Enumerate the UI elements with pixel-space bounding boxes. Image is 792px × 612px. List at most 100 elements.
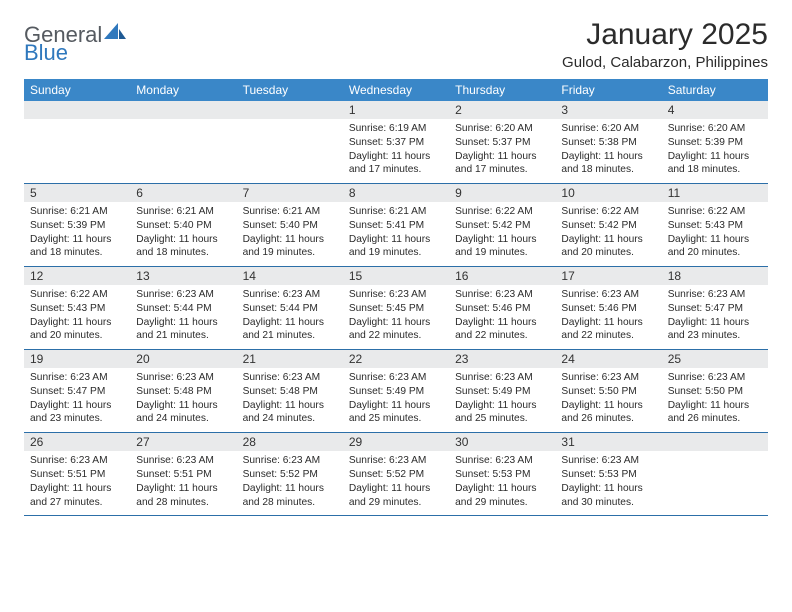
sunrise-text: Sunrise: 6:21 AM	[136, 205, 230, 219]
daylight-text: Daylight: 11 hours and 24 minutes.	[243, 399, 337, 427]
sunset-text: Sunset: 5:46 PM	[561, 302, 655, 316]
calendar-day-cell	[662, 433, 768, 516]
day-header: Thursday	[449, 79, 555, 101]
day-details: Sunrise: 6:22 AMSunset: 5:42 PMDaylight:…	[555, 202, 661, 266]
sunset-text: Sunset: 5:49 PM	[455, 385, 549, 399]
sunset-text: Sunset: 5:45 PM	[349, 302, 443, 316]
sunset-text: Sunset: 5:41 PM	[349, 219, 443, 233]
brand-blue-wrap: Blue	[24, 40, 68, 66]
day-details: Sunrise: 6:20 AMSunset: 5:37 PMDaylight:…	[449, 119, 555, 183]
sunset-text: Sunset: 5:44 PM	[243, 302, 337, 316]
day-number	[24, 101, 130, 119]
daylight-text: Daylight: 11 hours and 18 minutes.	[561, 150, 655, 178]
day-number: 30	[449, 433, 555, 451]
daylight-text: Daylight: 11 hours and 18 minutes.	[668, 150, 762, 178]
daylight-text: Daylight: 11 hours and 21 minutes.	[136, 316, 230, 344]
sunrise-text: Sunrise: 6:23 AM	[136, 288, 230, 302]
daylight-text: Daylight: 11 hours and 23 minutes.	[30, 399, 124, 427]
sunrise-text: Sunrise: 6:20 AM	[668, 122, 762, 136]
calendar-day-cell: 23Sunrise: 6:23 AMSunset: 5:49 PMDayligh…	[449, 350, 555, 433]
sunset-text: Sunset: 5:48 PM	[243, 385, 337, 399]
calendar-day-cell: 4Sunrise: 6:20 AMSunset: 5:39 PMDaylight…	[662, 101, 768, 184]
title-block: January 2025 Gulod, Calabarzon, Philippi…	[562, 18, 768, 71]
sunrise-text: Sunrise: 6:22 AM	[30, 288, 124, 302]
daylight-text: Daylight: 11 hours and 30 minutes.	[561, 482, 655, 510]
sunrise-text: Sunrise: 6:21 AM	[243, 205, 337, 219]
sunrise-text: Sunrise: 6:20 AM	[561, 122, 655, 136]
day-number	[130, 101, 236, 119]
sunset-text: Sunset: 5:52 PM	[243, 468, 337, 482]
sunrise-text: Sunrise: 6:19 AM	[349, 122, 443, 136]
sunset-text: Sunset: 5:50 PM	[561, 385, 655, 399]
daylight-text: Daylight: 11 hours and 27 minutes.	[30, 482, 124, 510]
calendar-day-cell: 25Sunrise: 6:23 AMSunset: 5:50 PMDayligh…	[662, 350, 768, 433]
calendar-day-cell: 19Sunrise: 6:23 AMSunset: 5:47 PMDayligh…	[24, 350, 130, 433]
day-details: Sunrise: 6:23 AMSunset: 5:47 PMDaylight:…	[24, 368, 130, 432]
day-details: Sunrise: 6:21 AMSunset: 5:39 PMDaylight:…	[24, 202, 130, 266]
calendar-day-cell: 26Sunrise: 6:23 AMSunset: 5:51 PMDayligh…	[24, 433, 130, 516]
sunrise-text: Sunrise: 6:20 AM	[455, 122, 549, 136]
day-details	[237, 119, 343, 177]
day-details: Sunrise: 6:22 AMSunset: 5:43 PMDaylight:…	[24, 285, 130, 349]
day-details: Sunrise: 6:23 AMSunset: 5:50 PMDaylight:…	[662, 368, 768, 432]
sunrise-text: Sunrise: 6:23 AM	[349, 371, 443, 385]
day-number: 25	[662, 350, 768, 368]
day-number: 18	[662, 267, 768, 285]
calendar-day-cell: 1Sunrise: 6:19 AMSunset: 5:37 PMDaylight…	[343, 101, 449, 184]
daylight-text: Daylight: 11 hours and 18 minutes.	[136, 233, 230, 261]
sunrise-text: Sunrise: 6:23 AM	[668, 288, 762, 302]
day-number: 31	[555, 433, 661, 451]
sunrise-text: Sunrise: 6:23 AM	[455, 288, 549, 302]
day-header: Sunday	[24, 79, 130, 101]
daylight-text: Daylight: 11 hours and 19 minutes.	[349, 233, 443, 261]
daylight-text: Daylight: 11 hours and 25 minutes.	[455, 399, 549, 427]
sunrise-text: Sunrise: 6:23 AM	[136, 371, 230, 385]
daylight-text: Daylight: 11 hours and 19 minutes.	[455, 233, 549, 261]
sunrise-text: Sunrise: 6:23 AM	[30, 371, 124, 385]
daylight-text: Daylight: 11 hours and 20 minutes.	[668, 233, 762, 261]
daylight-text: Daylight: 11 hours and 25 minutes.	[349, 399, 443, 427]
sunset-text: Sunset: 5:48 PM	[136, 385, 230, 399]
daylight-text: Daylight: 11 hours and 28 minutes.	[136, 482, 230, 510]
month-title: January 2025	[562, 18, 768, 52]
calendar-day-cell	[24, 101, 130, 184]
calendar-day-cell: 2Sunrise: 6:20 AMSunset: 5:37 PMDaylight…	[449, 101, 555, 184]
day-number: 10	[555, 184, 661, 202]
location-text: Gulod, Calabarzon, Philippines	[562, 54, 768, 71]
day-details: Sunrise: 6:23 AMSunset: 5:44 PMDaylight:…	[130, 285, 236, 349]
sunrise-text: Sunrise: 6:23 AM	[349, 454, 443, 468]
sunrise-text: Sunrise: 6:22 AM	[668, 205, 762, 219]
daylight-text: Daylight: 11 hours and 20 minutes.	[561, 233, 655, 261]
sunrise-text: Sunrise: 6:23 AM	[136, 454, 230, 468]
sunrise-text: Sunrise: 6:23 AM	[561, 454, 655, 468]
sunrise-text: Sunrise: 6:23 AM	[455, 454, 549, 468]
calendar-day-cell: 22Sunrise: 6:23 AMSunset: 5:49 PMDayligh…	[343, 350, 449, 433]
day-number: 19	[24, 350, 130, 368]
day-details: Sunrise: 6:19 AMSunset: 5:37 PMDaylight:…	[343, 119, 449, 183]
calendar-week-row: 12Sunrise: 6:22 AMSunset: 5:43 PMDayligh…	[24, 267, 768, 350]
calendar-day-cell: 6Sunrise: 6:21 AMSunset: 5:40 PMDaylight…	[130, 184, 236, 267]
calendar-day-cell: 18Sunrise: 6:23 AMSunset: 5:47 PMDayligh…	[662, 267, 768, 350]
sunset-text: Sunset: 5:43 PM	[30, 302, 124, 316]
calendar-day-cell	[130, 101, 236, 184]
day-details	[24, 119, 130, 177]
calendar-page: General January 2025 Gulod, Calabarzon, …	[0, 0, 792, 526]
day-number: 2	[449, 101, 555, 119]
page-header: General January 2025 Gulod, Calabarzon, …	[24, 18, 768, 71]
day-number: 8	[343, 184, 449, 202]
calendar-day-cell: 8Sunrise: 6:21 AMSunset: 5:41 PMDaylight…	[343, 184, 449, 267]
daylight-text: Daylight: 11 hours and 26 minutes.	[668, 399, 762, 427]
sunrise-text: Sunrise: 6:23 AM	[349, 288, 443, 302]
sunset-text: Sunset: 5:51 PM	[136, 468, 230, 482]
day-details: Sunrise: 6:23 AMSunset: 5:51 PMDaylight:…	[24, 451, 130, 515]
sunrise-text: Sunrise: 6:23 AM	[561, 288, 655, 302]
day-number: 9	[449, 184, 555, 202]
day-header: Friday	[555, 79, 661, 101]
day-details: Sunrise: 6:22 AMSunset: 5:43 PMDaylight:…	[662, 202, 768, 266]
day-number: 24	[555, 350, 661, 368]
day-details: Sunrise: 6:23 AMSunset: 5:49 PMDaylight:…	[343, 368, 449, 432]
sunset-text: Sunset: 5:51 PM	[30, 468, 124, 482]
sunrise-text: Sunrise: 6:23 AM	[668, 371, 762, 385]
day-details: Sunrise: 6:23 AMSunset: 5:53 PMDaylight:…	[555, 451, 661, 515]
day-number: 29	[343, 433, 449, 451]
